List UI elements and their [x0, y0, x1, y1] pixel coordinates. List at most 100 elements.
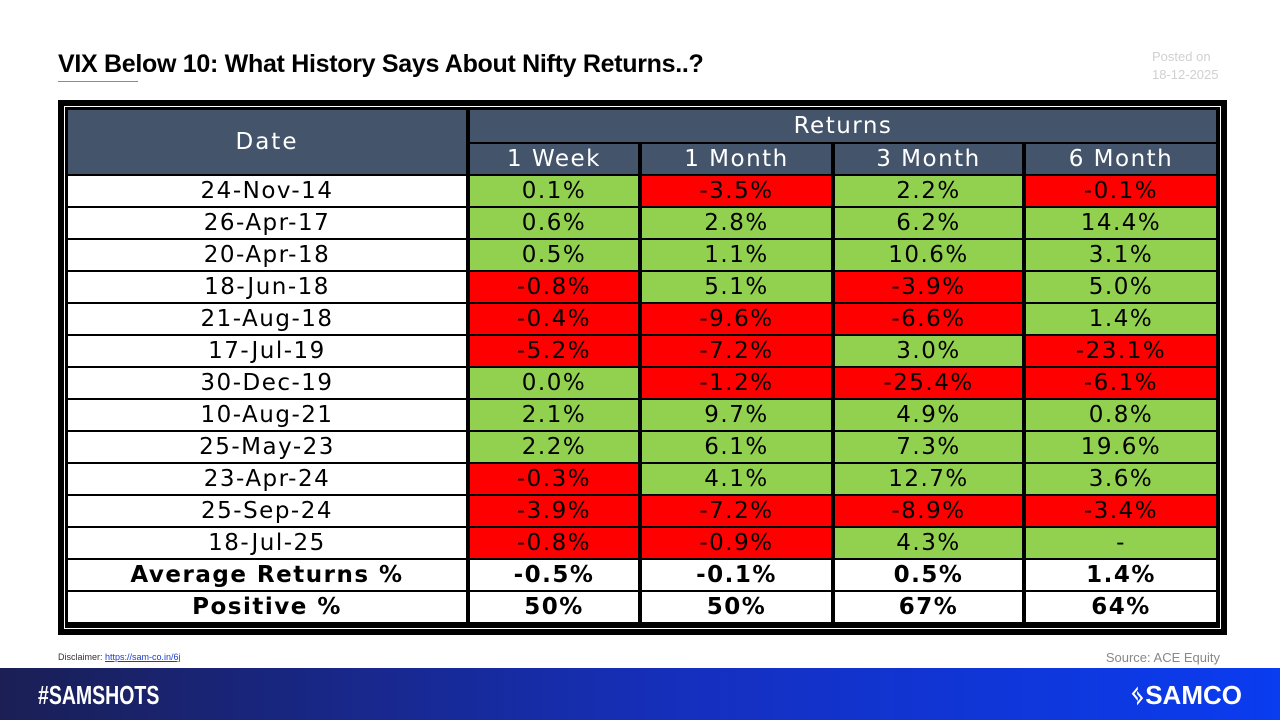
summary-label: Positive %: [68, 592, 466, 622]
return-cell: -0.4%: [470, 304, 638, 334]
return-cell: -5.2%: [470, 336, 638, 366]
return-cell: 14.4%: [1026, 208, 1216, 238]
return-cell: 3.1%: [1026, 240, 1216, 270]
table-row: 24-Nov-14 0.1% -3.5% 2.2% -0.1%: [68, 176, 1216, 206]
return-cell: 5.0%: [1026, 272, 1216, 302]
summary-cell: 50%: [642, 592, 831, 622]
return-cell: 4.1%: [642, 464, 831, 494]
date-cell: 26-Apr-17: [68, 208, 466, 238]
return-cell: -7.2%: [642, 496, 831, 526]
date-cell: 24-Nov-14: [68, 176, 466, 206]
disclaimer-label: Disclaimer:: [58, 652, 103, 662]
return-cell: -23.1%: [1026, 336, 1216, 366]
return-cell: 6.1%: [642, 432, 831, 462]
return-cell: 2.1%: [470, 400, 638, 430]
summary-cell: 0.5%: [835, 560, 1022, 590]
date-cell: 10-Aug-21: [68, 400, 466, 430]
disclaimer: Disclaimer: https://sam-co.in/6j: [58, 652, 181, 662]
summary-cell: 1.4%: [1026, 560, 1216, 590]
return-cell: -0.8%: [470, 528, 638, 558]
table-row: 26-Apr-17 0.6% 2.8% 6.2% 14.4%: [68, 208, 1216, 238]
table-row: 18-Jun-18 -0.8% 5.1% -3.9% 5.0%: [68, 272, 1216, 302]
summary-cell: 64%: [1026, 592, 1216, 622]
date-cell: 17-Jul-19: [68, 336, 466, 366]
source-note: Source: ACE Equity: [1105, 650, 1220, 665]
return-cell: -3.9%: [835, 272, 1022, 302]
table-row: 21-Aug-18 -0.4% -9.6% -6.6% 1.4%: [68, 304, 1216, 334]
date-cell: 20-Apr-18: [68, 240, 466, 270]
return-cell: 0.1%: [470, 176, 638, 206]
summary-row: Average Returns % -0.5% -0.1% 0.5% 1.4%: [68, 560, 1216, 590]
returns-header: Returns: [470, 110, 1216, 142]
date-cell: 21-Aug-18: [68, 304, 466, 334]
title-underline: [58, 81, 138, 82]
return-cell: -: [1026, 528, 1216, 558]
posted-label: Posted on: [1152, 49, 1211, 64]
disclaimer-link[interactable]: https://sam-co.in/6j: [105, 652, 181, 662]
return-cell: -0.9%: [642, 528, 831, 558]
return-cell: 0.8%: [1026, 400, 1216, 430]
return-cell: -1.2%: [642, 368, 831, 398]
summary-cell: -0.1%: [642, 560, 831, 590]
return-cell: -0.1%: [1026, 176, 1216, 206]
summary-cell: -0.5%: [470, 560, 638, 590]
table-row: 25-May-23 2.2% 6.1% 7.3% 19.6%: [68, 432, 1216, 462]
returns-table: Date Returns 1 Week 1 Month 3 Month 6 Month…: [64, 108, 1220, 624]
return-cell: -7.2%: [642, 336, 831, 366]
return-cell: 5.1%: [642, 272, 831, 302]
date-cell: 18-Jul-25: [68, 528, 466, 558]
table-row: 10-Aug-21 2.1% 9.7% 4.9% 0.8%: [68, 400, 1216, 430]
summary-cell: 50%: [470, 592, 638, 622]
returns-table-frame: Date Returns 1 Week 1 Month 3 Month 6 Month…: [58, 100, 1227, 635]
return-cell: 2.2%: [835, 176, 1022, 206]
date-cell: 25-May-23: [68, 432, 466, 462]
return-cell: -0.3%: [470, 464, 638, 494]
return-cell: 2.8%: [642, 208, 831, 238]
return-cell: 12.7%: [835, 464, 1022, 494]
page-title: VIX Below 10: What History Says About Ni…: [58, 50, 704, 78]
return-cell: 3.0%: [835, 336, 1022, 366]
return-cell: 0.5%: [470, 240, 638, 270]
return-cell: -0.8%: [470, 272, 638, 302]
date-cell: 25-Sep-24: [68, 496, 466, 526]
return-cell: 1.4%: [1026, 304, 1216, 334]
column-header: 1 Week: [470, 144, 638, 174]
return-cell: -3.9%: [470, 496, 638, 526]
samco-logo-text: SAMCO: [1145, 680, 1242, 710]
return-cell: -9.6%: [642, 304, 831, 334]
footer-bar: #SAMSHOTS ᛃSAMCO: [0, 668, 1280, 720]
table-row: 17-Jul-19 -5.2% -7.2% 3.0% -23.1%: [68, 336, 1216, 366]
samco-logo-icon: ᛃ: [1129, 680, 1146, 710]
summary-row: Positive % 50% 50% 67% 64%: [68, 592, 1216, 622]
date-cell: 23-Apr-24: [68, 464, 466, 494]
return-cell: 4.3%: [835, 528, 1022, 558]
table-row: 20-Apr-18 0.5% 1.1% 10.6% 3.1%: [68, 240, 1216, 270]
column-header: 6 Month: [1026, 144, 1216, 174]
return-cell: 10.6%: [835, 240, 1022, 270]
return-cell: -25.4%: [835, 368, 1022, 398]
date-cell: 18-Jun-18: [68, 272, 466, 302]
date-cell: 30-Dec-19: [68, 368, 466, 398]
return-cell: 9.7%: [642, 400, 831, 430]
column-header: 1 Month: [642, 144, 831, 174]
summary-cell: 67%: [835, 592, 1022, 622]
posted-date: 18-12-2025: [1152, 67, 1219, 82]
return-cell: 1.1%: [642, 240, 831, 270]
summary-label: Average Returns %: [68, 560, 466, 590]
return-cell: 6.2%: [835, 208, 1022, 238]
table-row: 30-Dec-19 0.0% -1.2% -25.4% -6.1%: [68, 368, 1216, 398]
posted-info: Posted on 18-12-2025: [1152, 48, 1219, 84]
return-cell: 2.2%: [470, 432, 638, 462]
hashtag: #SAMSHOTS: [38, 680, 160, 710]
return-cell: -8.9%: [835, 496, 1022, 526]
table-row: 25-Sep-24 -3.9% -7.2% -8.9% -3.4%: [68, 496, 1216, 526]
return-cell: 4.9%: [835, 400, 1022, 430]
column-header: 3 Month: [835, 144, 1022, 174]
samco-logo: ᛃSAMCO: [1130, 680, 1242, 711]
table-row: 18-Jul-25 -0.8% -0.9% 4.3% -: [68, 528, 1216, 558]
table-row: 23-Apr-24 -0.3% 4.1% 12.7% 3.6%: [68, 464, 1216, 494]
return-cell: 19.6%: [1026, 432, 1216, 462]
return-cell: 3.6%: [1026, 464, 1216, 494]
return-cell: 7.3%: [835, 432, 1022, 462]
return-cell: 0.0%: [470, 368, 638, 398]
